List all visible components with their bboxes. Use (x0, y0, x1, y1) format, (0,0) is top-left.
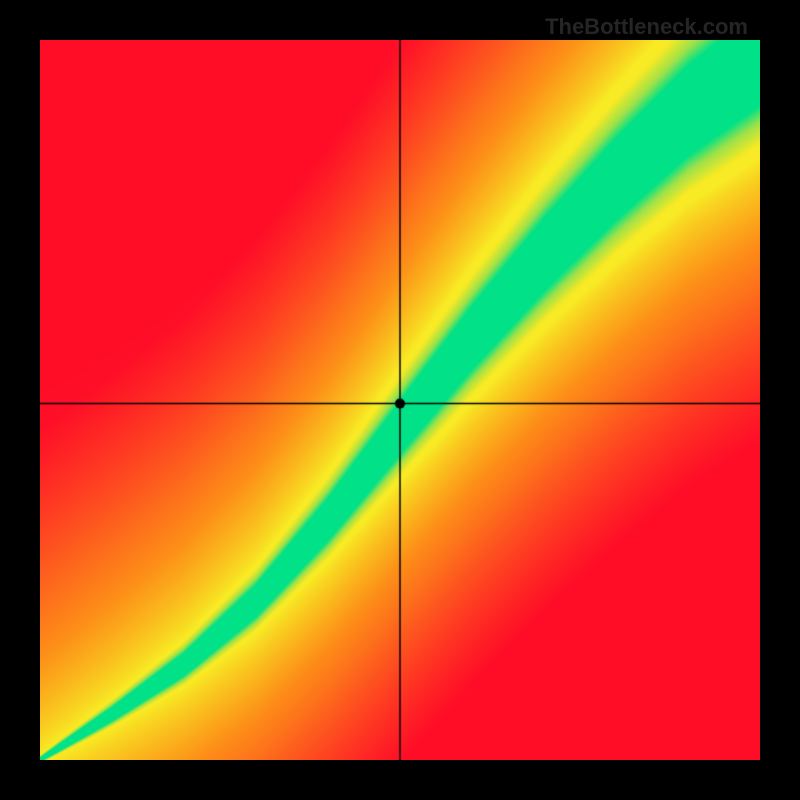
watermark: TheBottleneck.com (545, 14, 748, 40)
bottleneck-heatmap (40, 40, 760, 760)
heatmap-canvas (40, 40, 760, 760)
